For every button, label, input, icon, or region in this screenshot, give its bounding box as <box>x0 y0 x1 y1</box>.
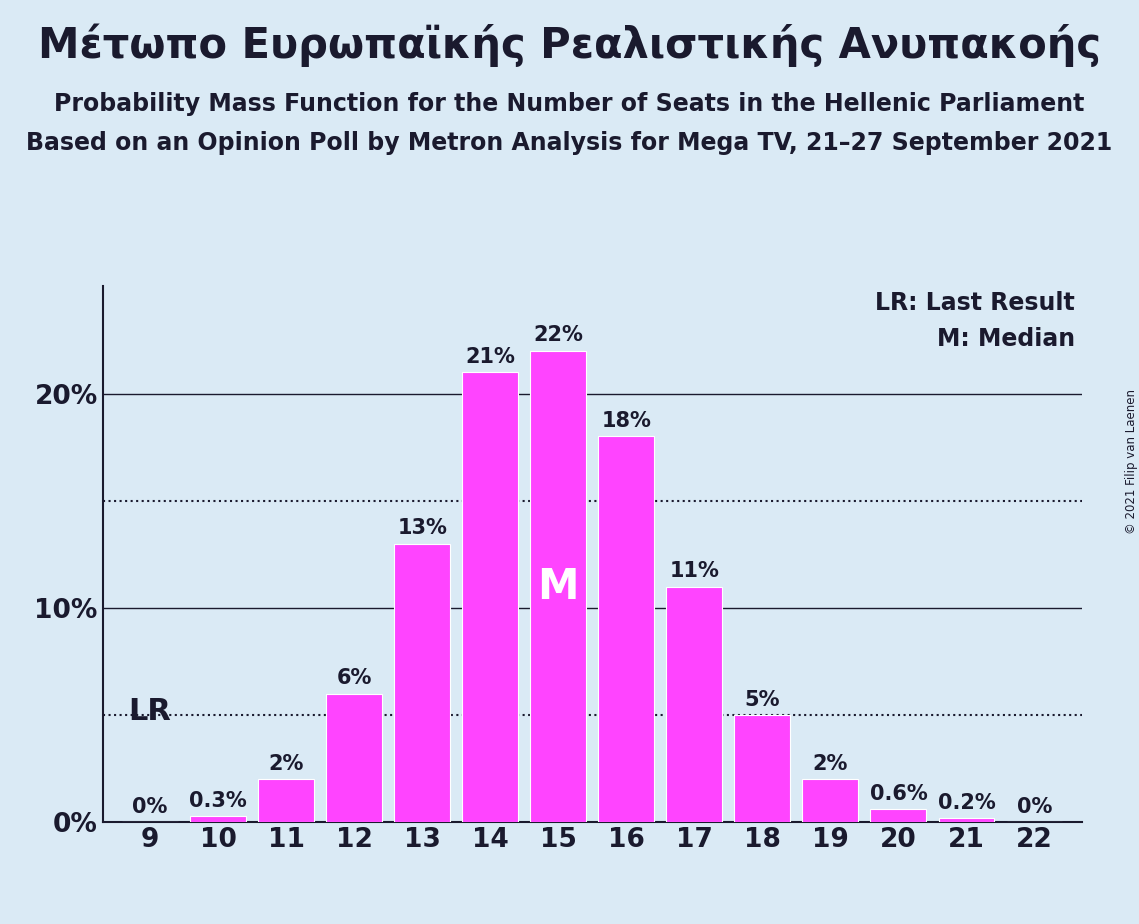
Bar <box>939 818 994 822</box>
Text: Probability Mass Function for the Number of Seats in the Hellenic Parliament: Probability Mass Function for the Number… <box>55 92 1084 116</box>
Text: 13%: 13% <box>398 518 448 539</box>
Text: 11%: 11% <box>670 561 719 581</box>
Text: 6%: 6% <box>336 668 372 688</box>
Bar <box>666 587 722 822</box>
Bar <box>259 780 314 822</box>
Bar <box>803 780 859 822</box>
Text: 0.2%: 0.2% <box>937 793 995 813</box>
Text: 0%: 0% <box>1017 797 1052 817</box>
Text: 5%: 5% <box>745 690 780 710</box>
Bar <box>394 543 450 822</box>
Bar <box>870 809 926 822</box>
Text: 0.3%: 0.3% <box>189 791 247 810</box>
Text: 2%: 2% <box>269 754 304 774</box>
Text: Μέτωπο Ευρωπαϊκής Ρεαλιστικής Ανυπακοής: Μέτωπο Ευρωπαϊκής Ρεαλιστικής Ανυπακοής <box>38 23 1101 67</box>
Text: Based on an Opinion Poll by Metron Analysis for Mega TV, 21–27 September 2021: Based on an Opinion Poll by Metron Analy… <box>26 131 1113 155</box>
Bar <box>190 816 246 822</box>
Text: LR: LR <box>129 697 172 726</box>
Text: 21%: 21% <box>466 346 515 367</box>
Bar <box>531 351 587 822</box>
Text: 2%: 2% <box>812 754 849 774</box>
Bar <box>598 436 654 822</box>
Text: 18%: 18% <box>601 411 652 432</box>
Text: 0.6%: 0.6% <box>869 784 927 804</box>
Bar <box>735 715 790 822</box>
Text: 0%: 0% <box>132 797 167 817</box>
Text: 22%: 22% <box>533 325 583 346</box>
Bar <box>462 372 518 822</box>
Text: M: M <box>538 565 579 608</box>
Bar <box>326 694 382 822</box>
Text: M: Median: M: Median <box>937 327 1075 351</box>
Text: LR: Last Result: LR: Last Result <box>876 291 1075 315</box>
Text: © 2021 Filip van Laenen: © 2021 Filip van Laenen <box>1124 390 1138 534</box>
